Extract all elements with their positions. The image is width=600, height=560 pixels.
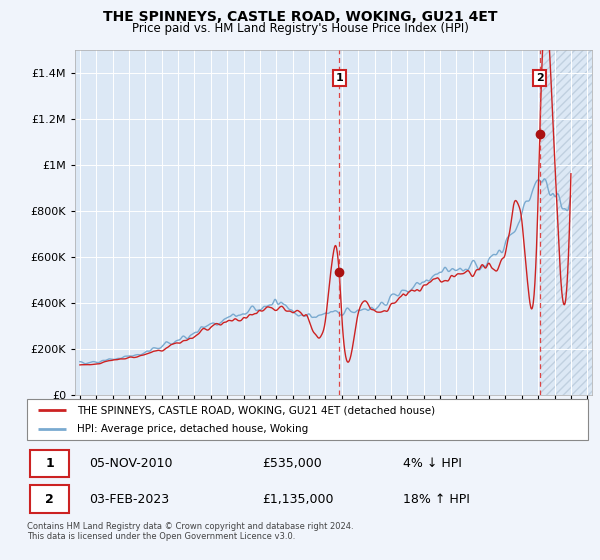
Bar xyxy=(539,50,592,395)
FancyBboxPatch shape xyxy=(27,399,588,440)
Text: £535,000: £535,000 xyxy=(263,457,322,470)
Text: 2: 2 xyxy=(536,73,544,83)
Bar xyxy=(340,50,539,395)
Text: 05-NOV-2010: 05-NOV-2010 xyxy=(89,457,172,470)
Text: THE SPINNEYS, CASTLE ROAD, WOKING, GU21 4ET: THE SPINNEYS, CASTLE ROAD, WOKING, GU21 … xyxy=(103,10,497,24)
Text: Contains HM Land Registry data © Crown copyright and database right 2024.
This d: Contains HM Land Registry data © Crown c… xyxy=(27,522,353,542)
Text: 18% ↑ HPI: 18% ↑ HPI xyxy=(403,493,470,506)
Text: £1,135,000: £1,135,000 xyxy=(263,493,334,506)
Bar xyxy=(30,450,69,477)
Text: 03-FEB-2023: 03-FEB-2023 xyxy=(89,493,169,506)
Text: HPI: Average price, detached house, Woking: HPI: Average price, detached house, Woki… xyxy=(77,424,309,433)
Bar xyxy=(30,486,69,513)
Text: THE SPINNEYS, CASTLE ROAD, WOKING, GU21 4ET (detached house): THE SPINNEYS, CASTLE ROAD, WOKING, GU21 … xyxy=(77,405,436,415)
Text: 2: 2 xyxy=(45,493,54,506)
Text: 4% ↓ HPI: 4% ↓ HPI xyxy=(403,457,462,470)
Text: 1: 1 xyxy=(335,73,343,83)
Text: 1: 1 xyxy=(45,457,54,470)
Text: Price paid vs. HM Land Registry's House Price Index (HPI): Price paid vs. HM Land Registry's House … xyxy=(131,22,469,35)
